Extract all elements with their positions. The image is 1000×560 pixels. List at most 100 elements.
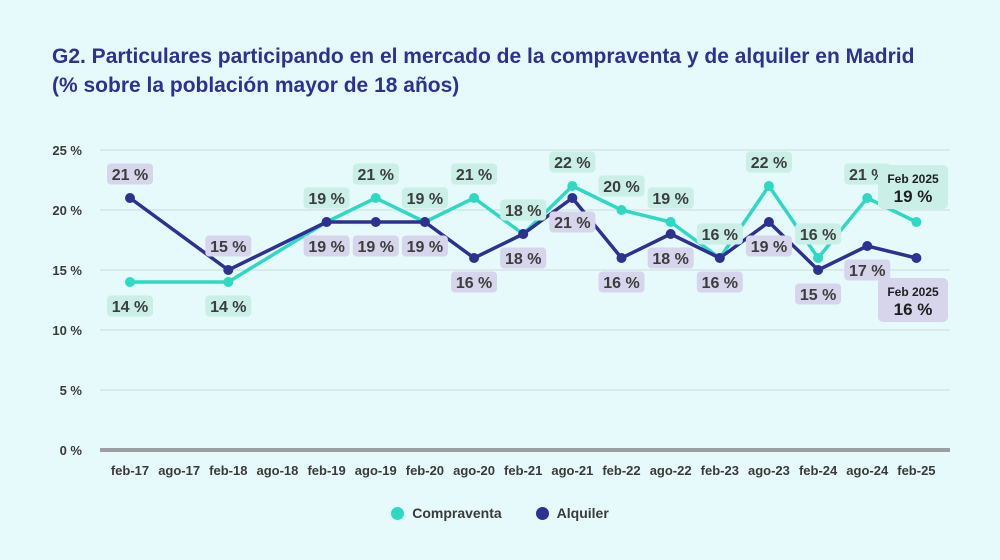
data-point-alquiler	[518, 229, 529, 239]
data-label-compraventa-bg	[205, 295, 252, 317]
data-label-compraventa: 18 %	[505, 203, 541, 220]
x-tick-label: ago-24	[846, 463, 889, 478]
end-annotation-alquiler-value: 16 %	[894, 300, 933, 319]
x-tick-label: feb-25	[897, 463, 935, 478]
data-point-compraventa	[616, 205, 627, 215]
data-label-compraventa: 16 %	[800, 227, 836, 244]
chart-title-line-2: (% sobre la población mayor de 18 años)	[52, 74, 460, 97]
data-label-compraventa: 19 %	[407, 191, 443, 208]
x-tick-label: ago-22	[650, 463, 692, 478]
x-tick-label: ago-20	[453, 463, 495, 478]
data-label-alquiler-bg	[107, 163, 153, 185]
data-point-compraventa	[911, 217, 922, 227]
data-point-alquiler	[862, 241, 873, 251]
x-tick-label: ago-17	[158, 463, 200, 478]
data-point-alquiler	[763, 217, 774, 227]
data-label-compraventa: 19 %	[308, 191, 344, 208]
data-label-compraventa: 21 %	[456, 167, 492, 184]
y-tick-label: 25 %	[52, 143, 82, 158]
chart-legend: Compraventa Alquiler	[0, 505, 1000, 521]
data-label-alquiler: 18 %	[505, 251, 541, 268]
y-tick-label: 0 %	[60, 443, 83, 458]
data-label-compraventa-bg	[795, 223, 842, 245]
legend-marker-alquiler	[535, 506, 549, 520]
data-label-alquiler-bg	[598, 271, 645, 293]
x-tick-label: ago-21	[551, 463, 593, 478]
legend-item-alquiler: Alquiler	[535, 505, 609, 521]
data-label-compraventa-bg	[647, 187, 694, 209]
data-label-compraventa-bg	[107, 295, 153, 317]
data-point-alquiler	[223, 265, 234, 275]
data-label-compraventa-bg	[303, 187, 350, 209]
data-label-alquiler: 19 %	[751, 239, 787, 256]
data-point-alquiler	[321, 217, 332, 227]
data-point-alquiler	[469, 253, 480, 263]
data-label-alquiler: 19 %	[358, 239, 394, 256]
data-point-compraventa	[370, 193, 381, 203]
chart-title: G2. Particulares participando en el merc…	[52, 42, 972, 100]
data-label-compraventa: 14 %	[210, 299, 246, 316]
data-label-alquiler: 15 %	[800, 287, 836, 304]
data-label-alquiler-bg	[303, 235, 350, 257]
data-label-alquiler: 16 %	[456, 275, 492, 292]
data-label-compraventa-bg	[745, 151, 792, 173]
data-label-compraventa: 19 %	[652, 191, 688, 208]
end-annotation-alquiler-date: Feb 2025	[887, 285, 939, 299]
data-label-compraventa: 22 %	[554, 155, 590, 172]
x-tick-label: feb-17	[111, 463, 149, 478]
data-label-alquiler: 15 %	[210, 239, 246, 256]
legend-item-compraventa: Compraventa	[391, 505, 502, 521]
data-point-compraventa	[813, 253, 824, 263]
data-label-compraventa: 22 %	[751, 155, 787, 172]
legend-marker-compraventa	[391, 506, 405, 520]
data-point-compraventa	[862, 193, 873, 203]
x-tick-label: feb-23	[701, 463, 739, 478]
data-label-alquiler-bg	[795, 283, 842, 305]
y-tick-label: 20 %	[52, 203, 82, 218]
data-label-alquiler-bg	[696, 271, 743, 293]
data-point-alquiler	[370, 217, 381, 227]
data-label-alquiler-bg	[745, 235, 792, 257]
x-tick-label: ago-19	[355, 463, 397, 478]
end-annotation-alquiler-bg	[878, 278, 948, 322]
data-label-compraventa-bg	[500, 199, 547, 221]
data-label-alquiler-bg	[500, 247, 547, 269]
data-point-alquiler	[125, 193, 135, 203]
data-label-alquiler-bg	[451, 271, 498, 293]
data-point-alquiler	[911, 253, 922, 263]
data-label-alquiler: 16 %	[702, 275, 738, 292]
data-label-compraventa-bg	[352, 163, 399, 185]
x-tick-label: feb-20	[406, 463, 444, 478]
y-tick-label: 15 %	[52, 263, 82, 278]
data-point-alquiler	[714, 253, 725, 263]
data-label-compraventa: 14 %	[112, 299, 148, 316]
data-label-alquiler: 17 %	[849, 263, 885, 280]
x-tick-label: feb-22	[602, 463, 640, 478]
y-tick-label: 5 %	[60, 383, 83, 398]
data-label-compraventa-bg	[401, 187, 448, 209]
data-label-compraventa: 16 %	[702, 227, 738, 244]
x-tick-label: feb-18	[209, 463, 247, 478]
data-point-compraventa	[125, 277, 135, 287]
data-point-compraventa	[567, 181, 578, 191]
data-label-alquiler: 19 %	[308, 239, 344, 256]
data-label-compraventa: 21 %	[358, 167, 394, 184]
x-tick-label: feb-19	[307, 463, 345, 478]
data-label-alquiler-bg	[352, 235, 399, 257]
data-label-compraventa-bg	[696, 223, 743, 245]
legend-label-alquiler: Alquiler	[556, 505, 609, 521]
data-label-alquiler-bg	[647, 247, 694, 269]
data-label-compraventa-bg	[598, 175, 645, 197]
data-label-alquiler: 18 %	[652, 251, 688, 268]
data-point-compraventa	[223, 277, 234, 287]
y-tick-label: 10 %	[52, 323, 82, 338]
data-label-alquiler: 21 %	[554, 215, 590, 232]
data-label-compraventa-bg	[451, 163, 498, 185]
data-point-compraventa	[763, 181, 774, 191]
data-point-alquiler	[567, 193, 578, 203]
chart-title-line-1: G2. Particulares participando en el merc…	[52, 45, 915, 68]
data-point-alquiler	[813, 265, 824, 275]
data-label-alquiler: 21 %	[112, 167, 148, 184]
data-point-compraventa	[665, 217, 676, 227]
